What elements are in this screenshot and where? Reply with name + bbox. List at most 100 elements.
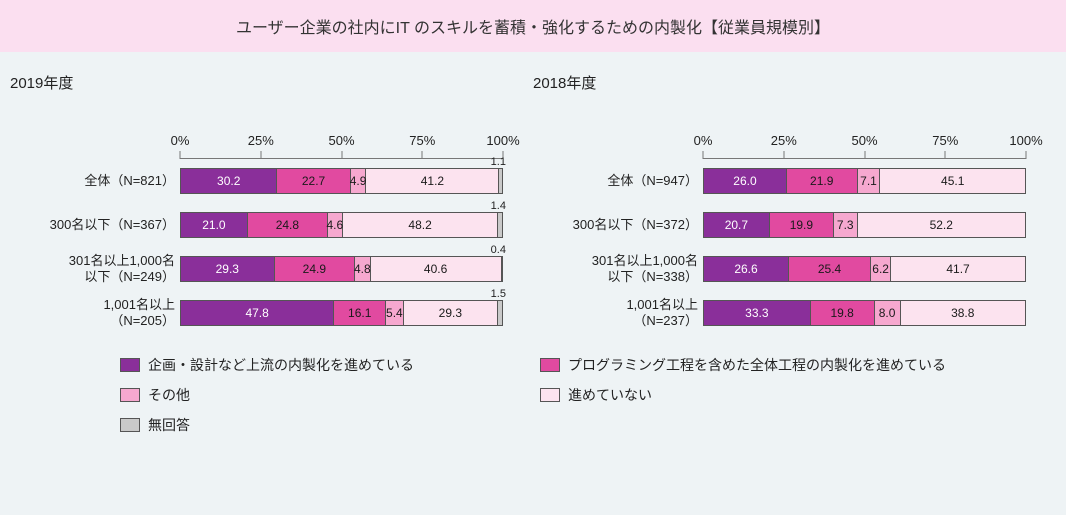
- segment-value: 22.7: [302, 174, 325, 188]
- bar-row: 1,001名以上 （N=205）47.816.15.429.31.5: [180, 291, 503, 335]
- legend-row: その他 進めていない: [120, 385, 1046, 405]
- bar-segment: 1.4: [498, 212, 503, 238]
- legend-label: 企画・設計など上流の内製化を進めている: [148, 355, 414, 375]
- chart-area: 0%25%50%75%100%全体（N=947）26.021.97.145.13…: [703, 133, 1026, 335]
- axis-tick-label: 100%: [1009, 133, 1042, 148]
- legend-label: 進めていない: [568, 385, 652, 405]
- bar-track: 29.3 24.9 4.8 40.6 0.4: [180, 256, 503, 282]
- bar-segment: 16.1: [334, 300, 386, 326]
- segment-value: 21.0: [202, 218, 225, 232]
- bar-row: 300名以下（N=367）21.024.84.648.21.4: [180, 203, 503, 247]
- panel-title: 2019年度: [10, 72, 523, 93]
- segment-value: 5.4: [386, 306, 403, 320]
- panel-title: 2018年度: [533, 72, 1046, 93]
- panels-container: 2019年度0%25%50%75%100%全体（N=821）30.222.74.…: [0, 52, 1066, 345]
- bar-segment: 7.3: [834, 212, 858, 238]
- segment-value: 25.4: [818, 262, 841, 276]
- bar-segment: 40.6: [371, 256, 502, 282]
- legend-row: 無回答: [120, 415, 1046, 435]
- axis-tick-label: 0%: [171, 133, 190, 148]
- segment-value: 45.1: [941, 174, 964, 188]
- row-label: 301名以上1,000名 以下（N=249）: [20, 253, 175, 284]
- bar-segment: 33.3: [703, 300, 811, 326]
- segment-value: 1.4: [491, 200, 506, 213]
- bar-segment: 0.4: [502, 256, 503, 282]
- panel: 2019年度0%25%50%75%100%全体（N=821）30.222.74.…: [10, 72, 533, 335]
- axis-tick-label: 25%: [771, 133, 797, 148]
- legend-swatch: [120, 388, 140, 402]
- bar-segment: 52.2: [858, 212, 1026, 238]
- row-label: 1,001名以上 （N=205）: [20, 297, 175, 328]
- bar-track: 33.3 19.8 8.0 38.8: [703, 300, 1026, 326]
- legend-row: 企画・設計など上流の内製化を進めている プログラミング工程を含めた全体工程の内製化…: [120, 355, 1046, 375]
- bar-row: 全体（N=821）30.222.74.941.21.1: [180, 159, 503, 203]
- legend-swatch: [540, 388, 560, 402]
- bar-segment: 6.2: [871, 256, 891, 282]
- page-title: ユーザー企業の社内にIT のスキルを蓄積・強化するための内製化【従業員規模別】: [0, 0, 1066, 52]
- segment-value: 29.3: [216, 262, 239, 276]
- bar-segment: 26.0: [703, 168, 787, 194]
- legend-swatch: [120, 358, 140, 372]
- segment-value: 1.1: [491, 156, 506, 169]
- segment-value: 24.8: [276, 218, 299, 232]
- segment-value: 4.8: [354, 262, 371, 276]
- bar-track: 26.0 21.9 7.1 45.1: [703, 168, 1026, 194]
- bar-segment: 8.0: [875, 300, 901, 326]
- row-label: 1,001名以上 （N=237）: [543, 297, 698, 328]
- row-label: 301名以上1,000名 以下（N=338）: [543, 253, 698, 284]
- segment-value: 7.3: [837, 218, 854, 232]
- segment-value: 7.1: [860, 174, 877, 188]
- bar-segment: 38.8: [901, 300, 1026, 326]
- legend-item: その他: [120, 385, 480, 405]
- x-axis: 0%25%50%75%100%: [180, 133, 503, 159]
- axis-tick-label: 50%: [328, 133, 354, 148]
- bar-row: 301名以上1,000名 以下（N=338）26.625.46.241.7: [703, 247, 1026, 291]
- bar-segment: 20.7: [703, 212, 770, 238]
- bar-segment: 4.8: [355, 256, 371, 282]
- legend-item: プログラミング工程を含めた全体工程の内製化を進めている: [540, 355, 946, 375]
- axis-tick-label: 75%: [932, 133, 958, 148]
- axis-tick-label: 75%: [409, 133, 435, 148]
- axis-tick-label: 25%: [248, 133, 274, 148]
- bar-row: 301名以上1,000名 以下（N=249）29.324.94.840.60.4: [180, 247, 503, 291]
- row-label: 全体（N=947）: [543, 173, 698, 189]
- bar-track: 47.816.15.429.31.5: [180, 300, 503, 326]
- segment-value: 1.5: [491, 288, 506, 301]
- legend-swatch: [540, 358, 560, 372]
- bar-track: 20.7 19.9 7.3 52.2: [703, 212, 1026, 238]
- bar-segment: 25.4: [789, 256, 871, 282]
- segment-value: 21.9: [810, 174, 833, 188]
- segment-value: 26.6: [734, 262, 757, 276]
- bar-segment: 19.8: [811, 300, 875, 326]
- legend: 企画・設計など上流の内製化を進めている プログラミング工程を含めた全体工程の内製化…: [0, 345, 1066, 465]
- segment-value: 47.8: [245, 306, 268, 320]
- segment-value: 30.2: [217, 174, 240, 188]
- bar-segment: 30.2: [180, 168, 277, 194]
- segment-value: 48.2: [408, 218, 431, 232]
- row-label: 300名以下（N=372）: [543, 217, 698, 233]
- axis-tick-label: 0%: [694, 133, 713, 148]
- segment-value: 4.9: [350, 174, 367, 188]
- segment-value: 19.9: [790, 218, 813, 232]
- segment-value: 20.7: [725, 218, 748, 232]
- segment-value: 26.0: [733, 174, 756, 188]
- segment-value: 19.8: [830, 306, 853, 320]
- segment-value: 52.2: [930, 218, 953, 232]
- segment-value: 4.6: [327, 218, 344, 232]
- legend-label: その他: [148, 385, 190, 405]
- bar-row: 1,001名以上 （N=237）33.319.88.038.8: [703, 291, 1026, 335]
- legend-item: 進めていない: [540, 385, 652, 405]
- bar-row: 全体（N=947）26.021.97.145.1: [703, 159, 1026, 203]
- bar-segment: 1.1: [499, 168, 503, 194]
- legend-item: 無回答: [120, 415, 190, 435]
- axis-tick-label: 100%: [486, 133, 519, 148]
- bar-segment: 7.1: [858, 168, 881, 194]
- segment-value: 24.9: [303, 262, 326, 276]
- segment-value: 41.7: [946, 262, 969, 276]
- segment-value: 40.6: [424, 262, 447, 276]
- segment-value: 8.0: [879, 306, 896, 320]
- segment-value: 6.2: [872, 262, 889, 276]
- bar-segment: 1.5: [498, 300, 503, 326]
- bar-segment: 4.9: [351, 168, 367, 194]
- bar-segment: 45.1: [880, 168, 1026, 194]
